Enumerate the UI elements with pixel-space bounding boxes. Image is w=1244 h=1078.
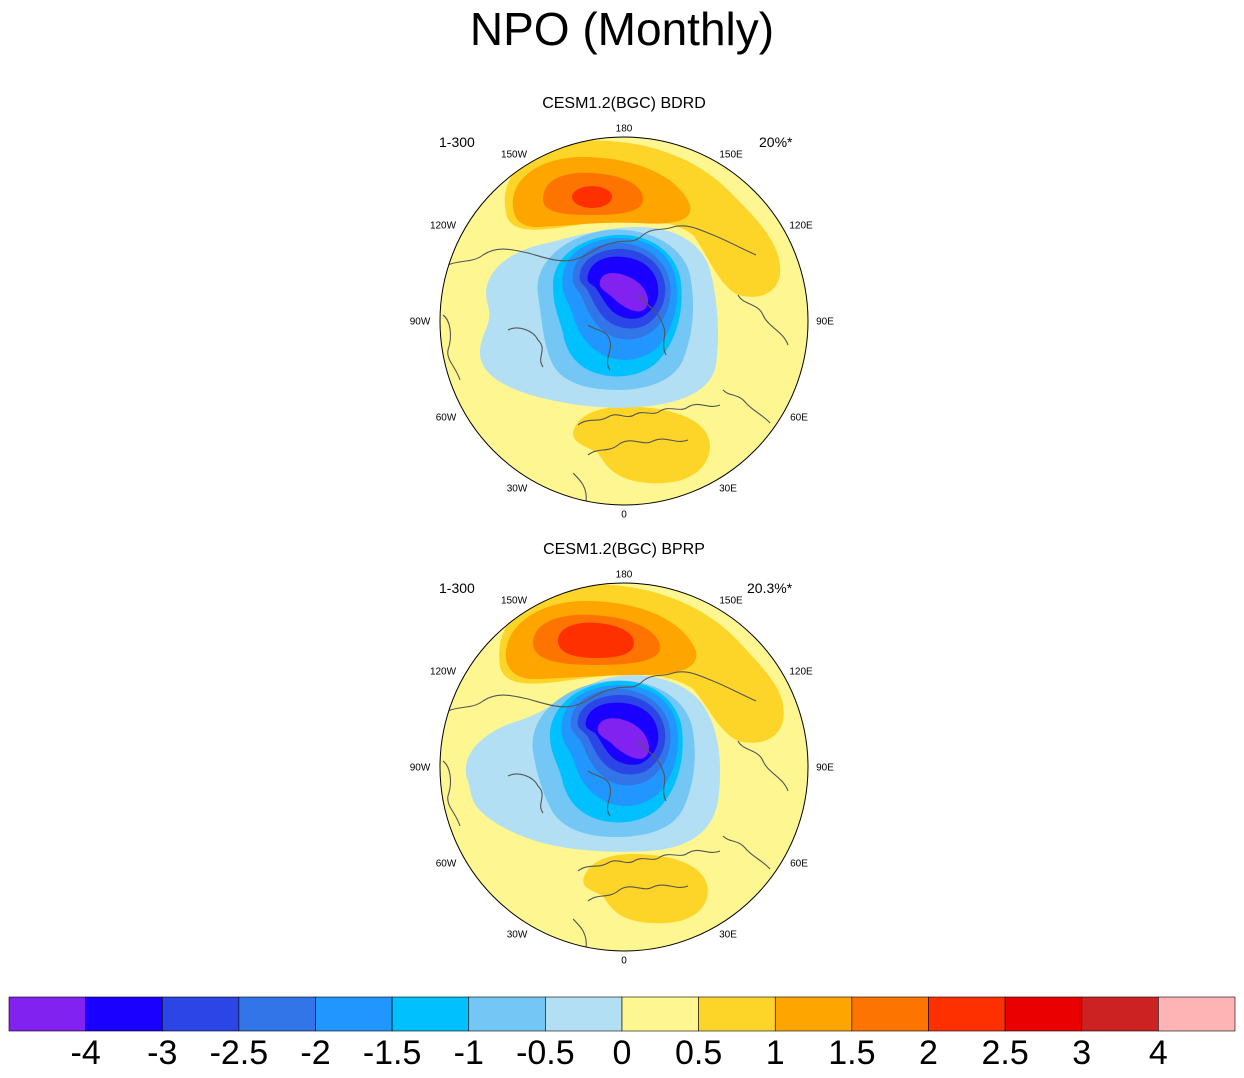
colorbar-tick-label: 2.5 — [981, 1034, 1029, 1072]
panel-2-lon-label: 0 — [621, 955, 627, 967]
colorbar-tick-label: -4 — [70, 1034, 101, 1072]
panel-2-lon-label: 30E — [719, 929, 737, 941]
colorbar-tick-label: 2 — [919, 1034, 938, 1072]
panel-1-lon-label: 150E — [719, 149, 743, 161]
colorbar-swatch — [1004, 996, 1083, 1032]
contour-europe-0.5 — [573, 406, 711, 484]
colorbar-tick-label: 4 — [1148, 1034, 1168, 1072]
panel-2-lon-label: 90E — [816, 762, 834, 774]
colorbar-tick-label: 3 — [1072, 1034, 1092, 1072]
colorbar-tick-label: -1 — [453, 1034, 484, 1072]
panel-2-map — [439, 582, 809, 952]
colorbar-swatch — [161, 996, 240, 1032]
colorbar-tick-label: -1.5 — [362, 1034, 422, 1072]
panel-2-lon-label: 150W — [500, 595, 528, 607]
panel-1-lon-label: 180 — [615, 123, 633, 135]
contour-arctic-neg4 — [599, 273, 649, 312]
colorbar-swatch — [928, 996, 1006, 1032]
panel-2-lon-label: 90W — [409, 762, 431, 774]
panel-1-lon-label: 150W — [500, 149, 528, 161]
colorbar-swatch — [391, 996, 470, 1032]
colorbar-swatch — [8, 996, 86, 1032]
panel-2-title: CESM1.2(BGC) BPRP — [543, 541, 705, 558]
colorbar-tick-label: 1.5 — [828, 1034, 876, 1072]
colorbar-tick-label: -2.5 — [209, 1034, 269, 1072]
panel-1-lon-label: 0 — [621, 509, 627, 521]
panel-2-lon-label: 120W — [429, 666, 457, 678]
panel-1-lon-label: 120W — [429, 220, 457, 232]
colorbar-swatch — [1158, 996, 1236, 1032]
contour-pacific-2 — [558, 622, 634, 658]
panel-2-lon-label: 30W — [506, 929, 528, 941]
panel-1-left-text: 1-300 — [439, 134, 475, 150]
colorbar-swatch — [1081, 996, 1159, 1032]
colorbar-tick-label: -0.5 — [516, 1034, 575, 1072]
colorbar-swatch — [698, 996, 776, 1032]
panel-1-lon-label: 30E — [719, 483, 737, 495]
panel-2-left-text: 1-300 — [439, 580, 475, 596]
colorbar-swatch — [468, 996, 546, 1032]
contour-pacific-2 — [572, 186, 612, 208]
colorbar-tick-label: -2 — [300, 1034, 331, 1072]
panel-1-lon-label: 90E — [816, 316, 834, 328]
panel-1-lon-label: 60E — [790, 412, 808, 424]
panel-1-lon-label: 90W — [409, 316, 431, 328]
colorbar-swatch — [851, 996, 929, 1032]
colorbar-swatch — [545, 996, 623, 1032]
panel-1-title: CESM1.2(BGC) BDRD — [542, 95, 706, 112]
colorbar-tick-label: -3 — [147, 1034, 178, 1072]
panel-1-map — [439, 136, 809, 506]
colorbar-swatch — [774, 996, 853, 1032]
colorbar-swatch — [238, 996, 316, 1032]
colorbar-tick-label: 1 — [765, 1034, 785, 1072]
panel-1-right-text: 20%* — [759, 134, 793, 150]
colorbar-swatch — [621, 996, 699, 1032]
panel-1-lon-label: 30W — [506, 483, 528, 495]
figure-title: NPO (Monthly) — [469, 3, 775, 55]
panel-1-lon-label: 60W — [435, 412, 457, 424]
panel-2-lon-label: 150E — [719, 595, 743, 607]
panel-2-right-text: 20.3%* — [747, 580, 793, 596]
contour-arctic-neg4 — [597, 718, 650, 759]
colorbar-tick-label: 0.5 — [674, 1034, 723, 1072]
panel-2-lon-label: 60E — [790, 858, 808, 870]
panel-1-lon-label: 120E — [789, 220, 813, 232]
panel-2-lon-label: 120E — [789, 666, 813, 678]
panel-2-lon-label: 60W — [435, 858, 457, 870]
panel-2-lon-label: 180 — [615, 569, 633, 581]
colorbar-swatch — [85, 996, 163, 1032]
colorbar-swatch — [315, 996, 393, 1032]
colorbar — [8, 996, 1236, 1032]
colorbar-tick-label: 0 — [612, 1034, 632, 1072]
